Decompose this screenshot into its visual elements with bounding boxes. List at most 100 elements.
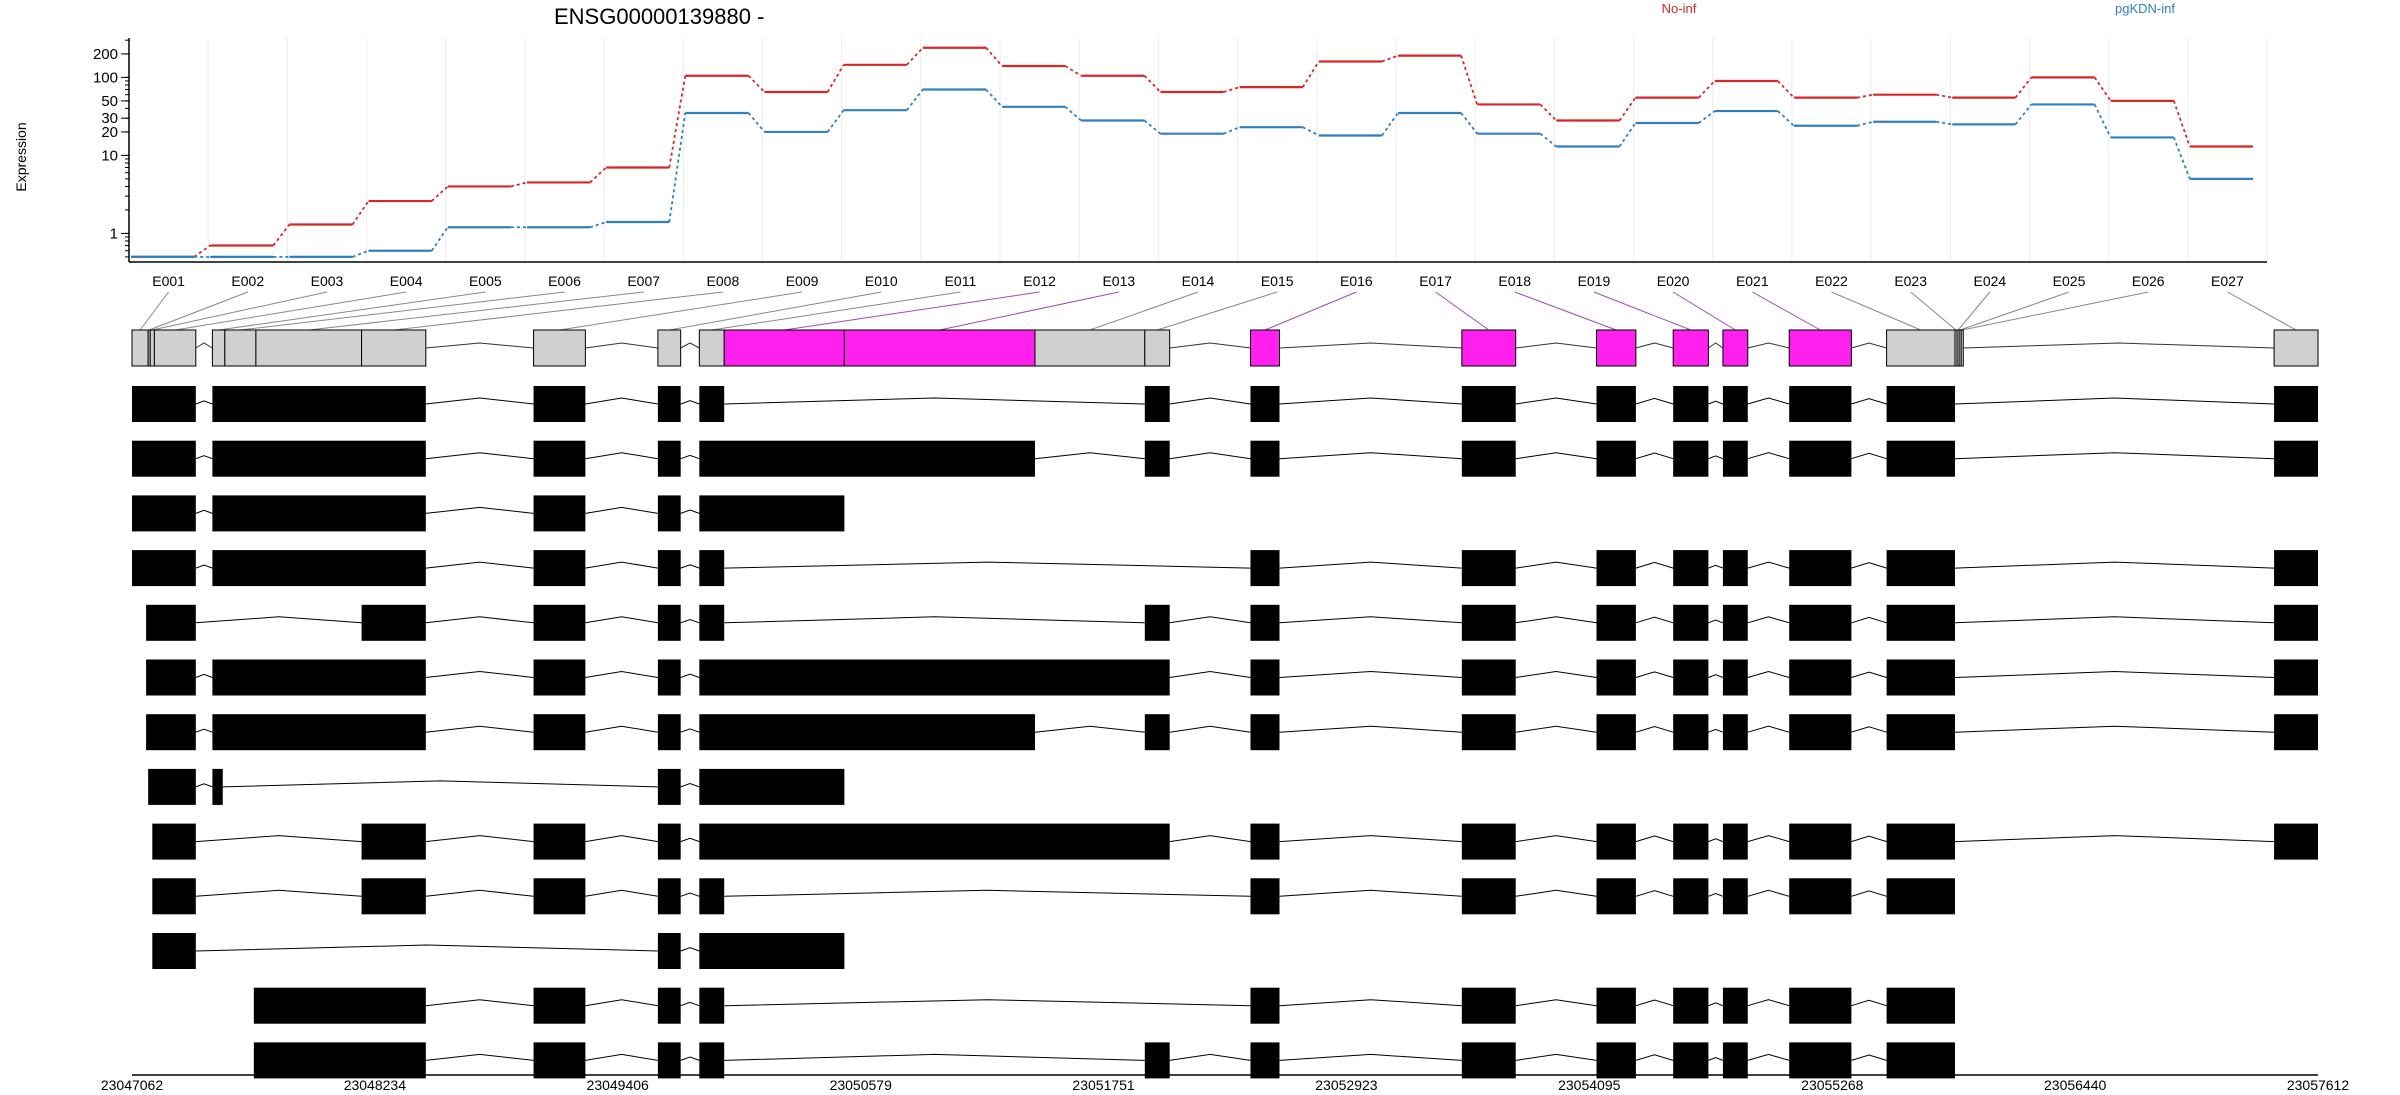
exon-E006 [225,330,256,366]
exon-E017 [1462,330,1516,366]
transcript-exon [1789,1042,1851,1078]
intron-line [1748,1054,1789,1060]
intron-line [1851,1055,1886,1060]
intron-line [1279,1000,1461,1006]
transcript-exon [658,1042,681,1078]
intron-line [1955,562,2274,568]
transcript-exon [534,441,586,477]
transcript-exon [146,660,196,696]
coordinate-tick-label: 23050579 [830,1077,893,1090]
intron-line [681,1057,700,1060]
intron-line [196,945,658,951]
intron-line [223,781,658,787]
intron-line [426,398,534,404]
x-tick-label: E009 [786,273,819,289]
transcript-exon [212,660,425,696]
transcript-exon [534,660,586,696]
transcript-exon [1789,550,1851,586]
intron-line [1636,672,1673,678]
transcript-exon [1789,660,1851,696]
transcript-exon [212,386,425,422]
intron-line [681,343,700,348]
transcript-exon [254,1042,426,1078]
x-tick-label: E026 [2132,273,2165,289]
intron-line [724,398,1145,404]
transcript-exon [699,1042,724,1078]
transcript-exon [1673,714,1708,750]
transcript-4 [132,550,2318,586]
intron-line [1170,726,1251,732]
intron-line [426,890,534,896]
x-tick-label: E008 [707,273,740,289]
exon-E015 [1145,330,1170,366]
exon-E008 [362,330,426,366]
x-tick-label: E018 [1498,273,1531,289]
transcript-exon [254,988,426,1024]
intron-line [585,1000,658,1006]
intron-line [196,674,213,677]
x-tick-label: E010 [865,273,898,289]
intron-line [1851,891,1886,896]
intron-line [1851,727,1886,732]
intron-line [585,343,658,348]
transcript-exon [1462,660,1516,696]
intron-line [196,510,213,513]
intron-line [1851,343,1886,348]
intron-line [1748,890,1789,896]
transcript-exon [1673,824,1708,860]
intron-line [585,726,658,732]
intron-line [1279,672,1461,678]
exon-E011 [699,330,724,366]
exon-E004 [154,330,195,366]
exon-connector [1831,292,1920,330]
intron-line [724,617,1145,623]
intron-line [1708,675,1723,678]
transcript-exon [658,824,681,860]
intron-line [1516,1000,1597,1006]
exon-connector [1911,292,1956,330]
series-pgKDN-inf [131,89,2253,256]
transcript-exon [658,441,681,477]
transcript-exon [699,495,844,531]
transcript-exon [1673,1042,1708,1078]
intron-line [196,343,213,348]
intron-line [1708,1058,1723,1061]
x-tick-label: E022 [1815,273,1848,289]
intron-line [1851,399,1886,404]
transcript-exon [1145,1042,1170,1078]
exon-connector [1958,292,1990,330]
transcript-exon [1789,605,1851,641]
transcript-exon [152,824,196,860]
transcript-exon [1250,660,1279,696]
transcript-exon [1723,988,1748,1024]
intron-line [1851,453,1886,458]
x-tick-label: E005 [469,273,502,289]
intron-line [1748,726,1789,732]
transcript-exon [1462,386,1516,422]
transcript-exon [1250,714,1279,750]
y-tick-label: 50 [101,93,118,110]
exon-E005 [212,330,224,366]
exon-connector [1673,292,1735,330]
intron-line [585,890,658,896]
intron-line [585,1054,658,1060]
transcript-exon [534,386,586,422]
intron-line [1636,343,1673,348]
series-No-inf [131,48,2253,257]
transcript-exon [1673,441,1708,477]
transcript-exon [1462,878,1516,914]
coordinate-tick-label: 23049406 [587,1077,650,1090]
intron-line [1708,1003,1723,1006]
intron-line [724,1054,1145,1060]
transcript-exon [1723,441,1748,477]
x-tick-label: E016 [1340,273,1373,289]
transcript-exon [1145,386,1170,422]
x-tick-label: E013 [1102,273,1135,289]
transcript-exon [1597,1042,1636,1078]
intron-line [585,672,658,678]
intron-line [681,401,700,404]
transcript-7 [146,714,2318,750]
x-tick-label: E007 [627,273,660,289]
intron-line [1851,1000,1886,1005]
